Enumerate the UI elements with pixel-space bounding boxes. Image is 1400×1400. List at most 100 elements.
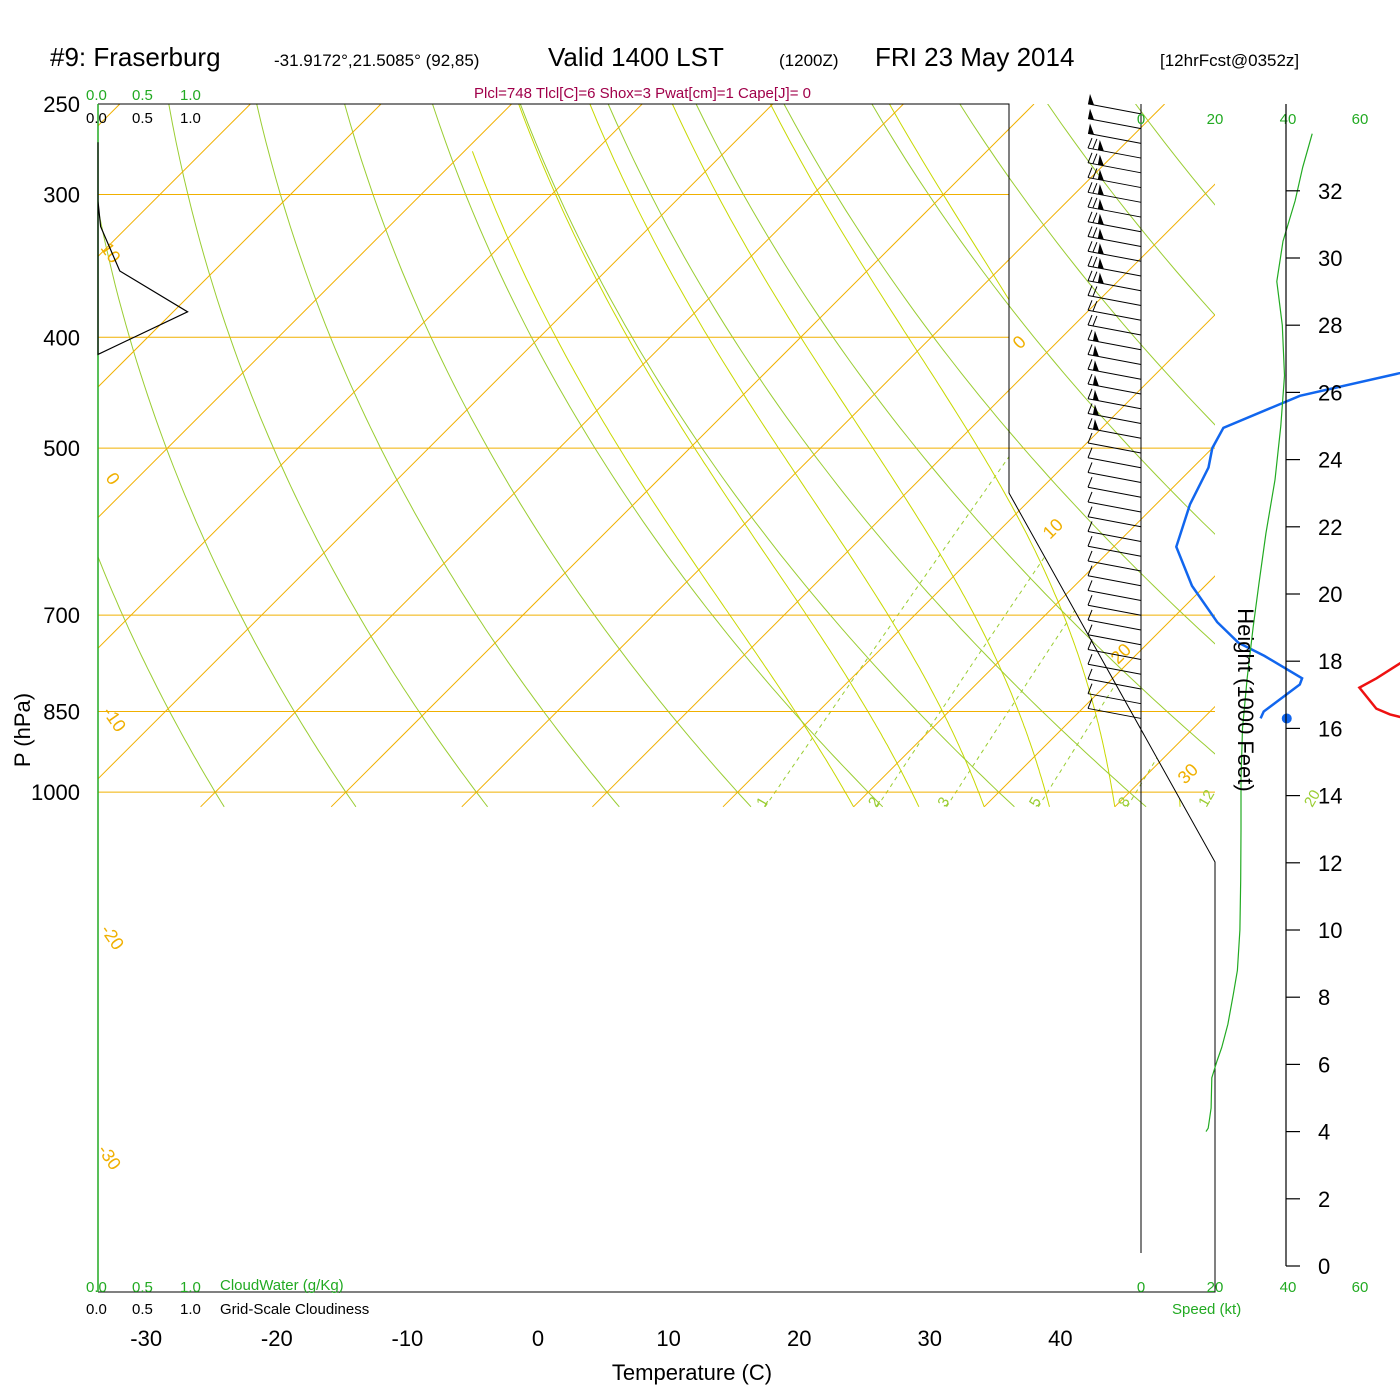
mixing-ratio-labels: 1 2 3 5 8 12 20 [753,787,1324,810]
wind-barb-feather [1087,285,1093,296]
wind-barb-feather [1087,683,1093,694]
wind-barb-13 [1087,285,1142,307]
wind-barb-feather [1092,212,1098,223]
wind-barb-34 [1087,595,1142,616]
dry-adiabat-90 [1295,84,1400,807]
wind-barb-staff [1087,368,1142,380]
wind-barb-staff [1087,147,1142,159]
temperature-axis-label: Temperature (C) [612,1360,772,1385]
isobars [98,194,1215,793]
pressure-tick-300: 300 [43,183,80,208]
wind-barb-feather [1092,197,1098,209]
wind-barb-28 [1087,506,1142,528]
cw-top-green-1: 0.5 [132,87,153,104]
moist-adiabat-10 [769,104,1116,807]
wind-barb-feather [1087,565,1093,576]
wind-barb-staff [1087,707,1142,719]
wind-barb-staff [1087,280,1142,292]
dry-adiabat-20 [695,104,1215,755]
wind-barb-27 [1087,491,1142,513]
dry-adiabat--60 [98,555,225,808]
wind-barb-feather [1087,359,1093,370]
temperature-tick-30: 30 [918,1326,942,1351]
isotherm--70 [98,104,774,780]
wind-barb-feather [1092,315,1098,327]
wind-barb-feather [1087,595,1093,606]
wind-barb-half [1097,213,1104,225]
height-tick-18: 18 [1318,649,1342,674]
pressure-tick-1000: 1000 [31,780,80,805]
wind-barb-staff [1087,177,1142,189]
isotherm-30 [1376,104,1400,807]
wind-barb-feather [1087,270,1093,281]
wind-speed-scale-top: 0 20 40 60 [1137,111,1369,128]
wind-barb-staff [1087,678,1142,690]
height-tick-6: 6 [1318,1052,1330,1077]
isotherms [98,104,1400,808]
wind-barb-17 [1087,344,1142,366]
isotherm--20 [722,314,1215,808]
wind-barb-9 [1087,226,1142,248]
wind-barb-feather [1087,255,1093,267]
wind-barb-staff [1087,162,1142,174]
speed-top-20: 20 [1207,111,1224,128]
wind-barb-staff [1087,516,1142,528]
wind-barb-staff [1087,663,1142,675]
adiabat-label-left--10: -10 [99,703,130,736]
wind-barb-staff [1087,619,1142,631]
cloudwater-scale-bottom: 0.0 0.5 1.0 CloudWater (g/Kg) 0.0 0.5 1.… [86,1277,369,1318]
moist-adiabat-15 [888,104,1181,807]
wind-barb-staff [1087,221,1142,233]
wind-barb-feather [1087,536,1093,547]
wind-barb-staff [1087,295,1142,307]
temperature-tick-labels: -30 -20 -10 0 10 20 30 40 [130,1326,1072,1351]
wind-barb-half [1088,123,1094,135]
wind-barb-staff [1087,132,1142,144]
height-tick-32: 32 [1318,179,1342,204]
wind-barb-feather [1087,477,1093,488]
moist-adiabat-0 [589,104,985,807]
dry-adiabat--20 [344,104,752,808]
wind-barb-feather [1087,152,1093,164]
mixing-label-2: 2 [865,794,884,810]
wind-barb-half [1092,404,1099,416]
wind-barb-22 [1087,418,1142,439]
wind-barb-half [1097,154,1104,166]
wind-barb-feather [1092,256,1098,268]
wind-barb-feather [1087,300,1093,311]
wind-barb-feather [1087,211,1093,222]
adiabat-label-left-0: 0 [102,469,124,489]
moist-adiabat--10 [471,151,855,808]
cloudwater-scale-top: 0.0 0.5 1.0 0.0 0.5 1.0 [86,87,201,127]
height-tick-16: 16 [1318,716,1342,741]
wind-barb-staff [1087,634,1142,646]
wind-barb-24 [1087,447,1142,469]
wind-barb-staff [1087,250,1142,262]
wind-barb-feather [1087,462,1093,473]
wind-barb-feather [1092,183,1098,194]
cw-bottom-black-2: 1.0 [180,1301,201,1318]
wind-barb-staff [1087,413,1142,424]
temperature-tick--20: -20 [261,1326,293,1351]
wind-barb-4 [1087,152,1142,174]
dry-adiabat-50 [959,104,1215,426]
wind-barb-3 [1087,137,1142,159]
cw-top-black-0: 0.0 [86,110,107,127]
mixing-label-3: 3 [934,794,953,810]
height-tick-2: 2 [1318,1187,1330,1212]
temperature-tick--10: -10 [392,1326,424,1351]
temperature-tick-20: 20 [787,1326,811,1351]
wind-barb-half [1097,228,1104,240]
wind-barb-half [1097,272,1104,284]
moist-adiabat--5 [518,104,920,808]
cloud-water-line [97,142,189,356]
wind-barb-36 [1087,624,1142,646]
wind-barb-feather [1087,403,1093,414]
wind-barb-feather [1092,271,1098,282]
dry-adiabat-30 [783,104,1215,645]
wind-barb-feather [1087,491,1093,503]
wind-barb-half [1097,139,1104,151]
speed-bottom-20: 20 [1207,1279,1224,1296]
wind-barb-staff [1087,236,1142,248]
